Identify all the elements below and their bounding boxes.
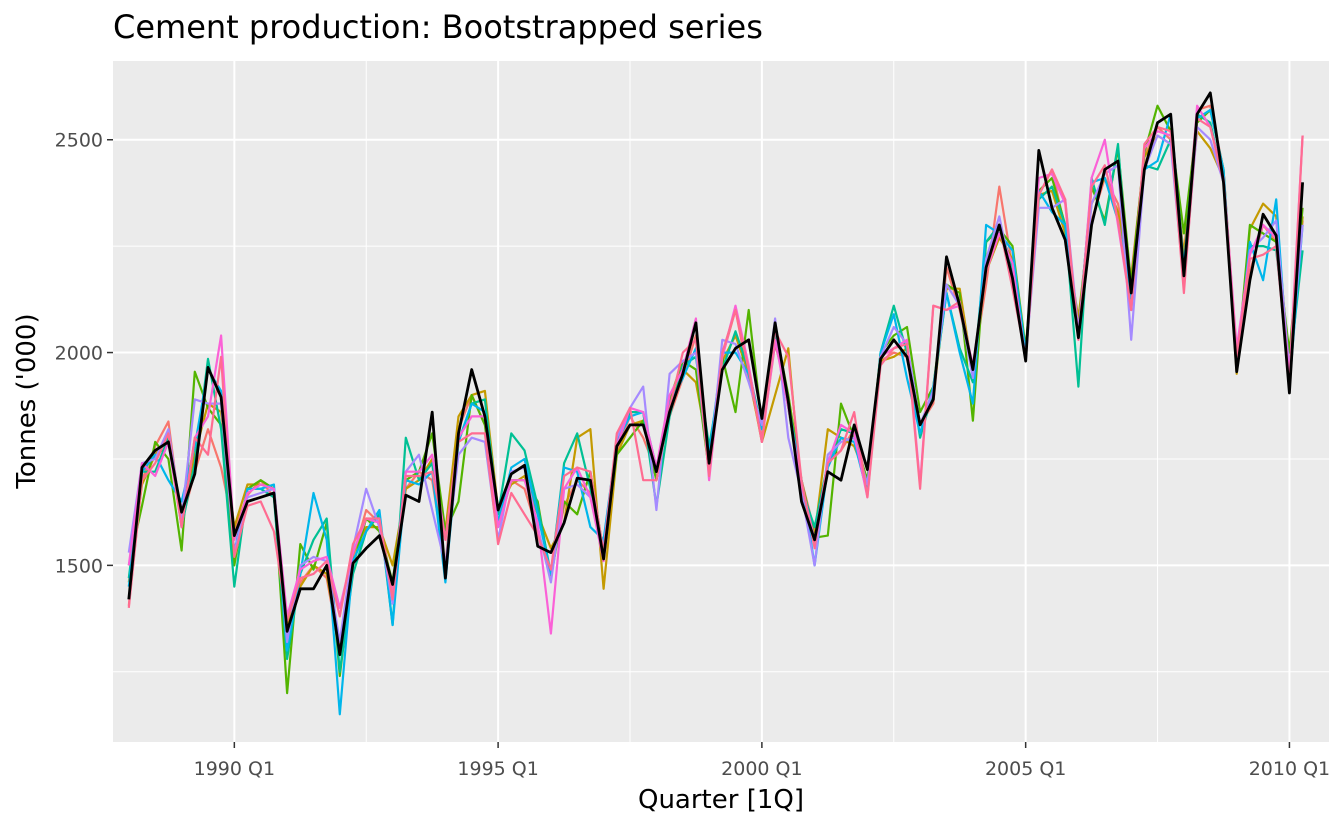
- y-axis-title: Tonnes ('000): [12, 313, 42, 489]
- x-axis-title: Quarter [1Q]: [638, 785, 804, 815]
- x-axis: 1990 Q1 1995 Q1 2000 Q1 2005 Q1 2010 Q1: [194, 742, 1330, 780]
- x-tick-label: 1995 Q1: [457, 758, 538, 780]
- plot-panel: [113, 61, 1329, 742]
- y-axis: 1500 2000 2500: [55, 130, 113, 577]
- y-tick-label: 2500: [55, 130, 103, 152]
- x-tick-label: 2005 Q1: [985, 758, 1066, 780]
- series-line-0: [127, 91, 1304, 657]
- chart-title: Cement production: Bootstrapped series: [113, 8, 763, 46]
- x-tick-label: 2010 Q1: [1249, 758, 1330, 780]
- x-tick-label: 2000 Q1: [721, 758, 802, 780]
- series-lines: [127, 91, 1304, 716]
- x-tick-label: 1990 Q1: [194, 758, 275, 780]
- y-tick-label: 2000: [55, 343, 103, 365]
- y-tick-label: 1500: [55, 555, 103, 577]
